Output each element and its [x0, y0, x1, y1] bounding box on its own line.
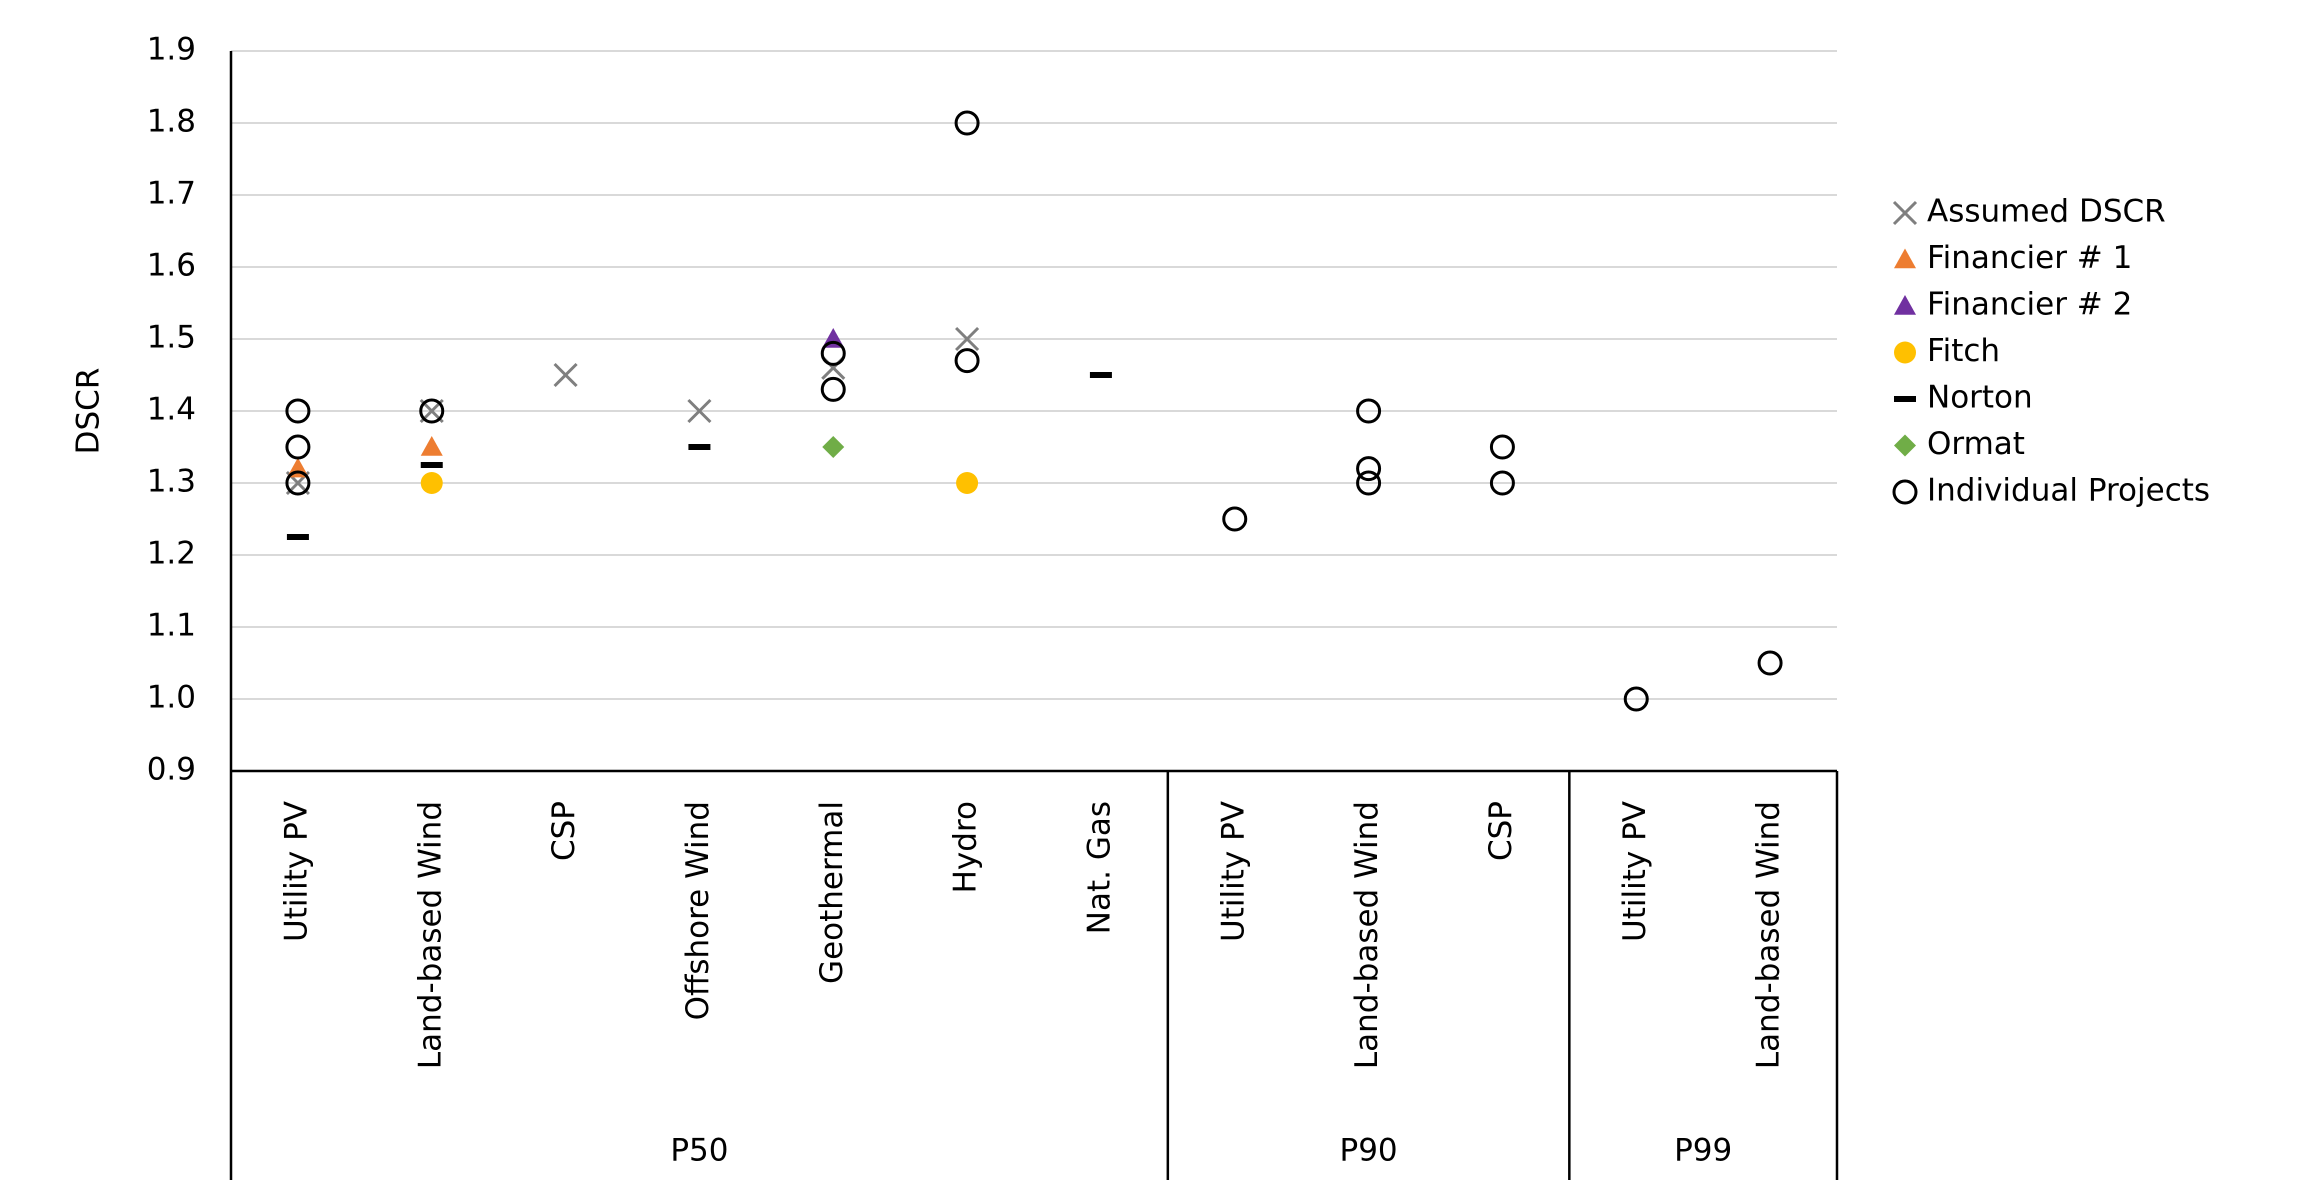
point — [285, 398, 311, 424]
y-tick-label: 1.6 — [147, 248, 196, 284]
y-tick-label: 1.0 — [147, 680, 196, 716]
legend-marker — [1894, 434, 1916, 457]
point — [820, 340, 846, 366]
point — [820, 376, 846, 402]
y-tick-label: 1.5 — [147, 320, 196, 356]
point — [1623, 686, 1649, 712]
point — [1757, 650, 1783, 676]
legend-label: Financier # 2 — [1927, 287, 2132, 323]
point — [420, 472, 443, 494]
x-tick-label: Geothermal — [814, 801, 850, 984]
x-tick-label: CSP — [546, 801, 582, 861]
group-label: P50 — [670, 1133, 728, 1169]
point — [955, 326, 980, 352]
point — [1356, 470, 1382, 496]
y-tick-label: 1.3 — [147, 464, 196, 500]
point — [285, 470, 311, 496]
point — [954, 110, 980, 136]
point — [1489, 470, 1515, 496]
point — [1222, 506, 1248, 532]
legend-label: Assumed DSCR — [1927, 194, 2166, 230]
point — [1356, 398, 1382, 424]
x-tick-label: Offshore Wind — [680, 801, 716, 1020]
point — [822, 436, 845, 458]
x-tick-label: Land-based Wind — [412, 801, 448, 1069]
legend-label: Individual Projects — [1927, 473, 2210, 509]
point — [420, 462, 443, 468]
point — [286, 534, 309, 540]
point — [688, 444, 711, 450]
y-tick-label: 1.4 — [147, 392, 196, 428]
point — [1356, 456, 1382, 482]
legend-marker — [1894, 295, 1916, 315]
x-tick-label: Nat. Gas — [1081, 801, 1117, 934]
legend-marker — [1894, 341, 1916, 364]
legend-marker — [1894, 396, 1916, 402]
point — [1489, 434, 1515, 460]
x-tick-label: Hydro — [948, 801, 984, 893]
y-tick-label: 1.7 — [147, 176, 196, 212]
point — [419, 398, 445, 424]
x-tick-label: Utility PV — [278, 801, 314, 942]
point — [1089, 372, 1112, 378]
legend-marker — [1894, 248, 1916, 269]
legend-label: Financier # 1 — [1927, 240, 2132, 276]
x-tick-label: Land-based Wind — [1349, 801, 1385, 1069]
legend-label: Norton — [1927, 380, 2033, 416]
x-tick-label: Utility PV — [1215, 801, 1251, 942]
y-tick-label: 1.9 — [147, 32, 196, 68]
group-label: P99 — [1674, 1133, 1732, 1169]
legend-marker — [1892, 200, 1918, 226]
x-tick-label: CSP — [1483, 801, 1519, 861]
y-tick-label: 0.9 — [147, 752, 196, 788]
y-axis-title: DSCR — [71, 368, 107, 455]
x-tick-label: Land-based Wind — [1751, 801, 1787, 1069]
legend-label: Ormat — [1927, 426, 2025, 462]
group-label: P90 — [1340, 1133, 1398, 1169]
point — [687, 398, 712, 424]
y-tick-label: 1.8 — [147, 104, 196, 140]
point — [420, 436, 443, 456]
y-tick-label: 1.1 — [147, 608, 196, 644]
y-tick-label: 1.2 — [147, 536, 196, 572]
point — [285, 434, 311, 460]
legend-label: Fitch — [1927, 333, 2000, 369]
point — [954, 348, 980, 374]
legend-marker — [1892, 479, 1918, 505]
x-tick-label: Utility PV — [1617, 801, 1653, 942]
point — [956, 472, 979, 494]
point — [553, 362, 578, 388]
